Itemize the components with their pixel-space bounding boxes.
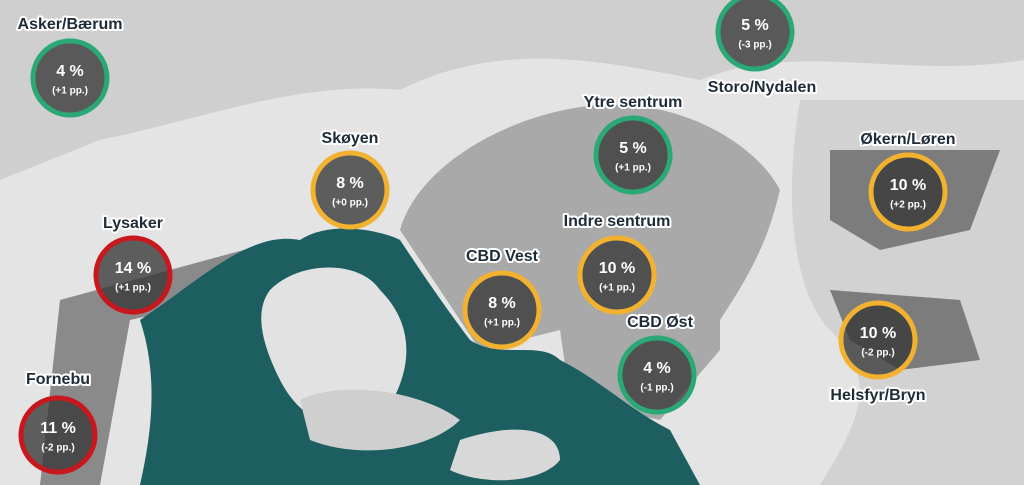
- region-marker: [93, 235, 173, 315]
- region-name: CBD Øst: [627, 314, 693, 331]
- region-value: 5 %: [619, 140, 647, 157]
- island: [450, 429, 560, 481]
- region-marker: [617, 335, 697, 415]
- region-change: (-2 pp.): [861, 348, 894, 359]
- markers: 4 % (+1 pp.) Asker/Bærum 5 % (-3 pp.) Storo/N…: [16, 0, 958, 475]
- region-name: Skøyen: [322, 130, 379, 147]
- island: [300, 389, 460, 451]
- region-change: (+1 pp.): [52, 86, 88, 97]
- region-value: 10 %: [860, 325, 896, 342]
- region-name: Indre sentrum: [564, 213, 671, 230]
- region-name: Asker/Bærum: [18, 16, 123, 33]
- region-marker: [868, 152, 948, 232]
- region-value: 14 %: [115, 260, 151, 277]
- region-value: 11 %: [40, 420, 76, 437]
- region-name: Helsfyr/Bryn: [830, 387, 925, 404]
- region-change: (-1 pp.): [640, 383, 673, 394]
- region-value: 8 %: [488, 295, 516, 312]
- region-marker: [18, 395, 98, 475]
- region-change: (+1 pp.): [615, 163, 651, 174]
- region-marker: [577, 235, 657, 315]
- region-marker: [838, 300, 918, 380]
- region-change: (+1 pp.): [484, 318, 520, 329]
- region-value: 4 %: [643, 360, 671, 377]
- region-name: Ytre sentrum: [584, 94, 683, 111]
- region-change: (+0 pp.): [332, 198, 368, 209]
- region-value: 5 %: [741, 17, 769, 34]
- region-name: CBD Vest: [466, 248, 539, 265]
- region-name: Fornebu: [26, 371, 90, 388]
- region-marker: [30, 38, 110, 118]
- region-name: Lysaker: [103, 215, 163, 232]
- region-change: (-3 pp.): [738, 40, 771, 51]
- region-marker: [310, 150, 390, 230]
- region-change: (+1 pp.): [599, 283, 635, 294]
- region-change: (+1 pp.): [115, 283, 151, 294]
- region-value: 8 %: [336, 175, 364, 192]
- region-marker: [462, 270, 542, 350]
- region-change: (-2 pp.): [41, 443, 74, 454]
- region-marker: [593, 115, 673, 195]
- region-value: 10 %: [599, 260, 635, 277]
- district-area: [40, 240, 280, 485]
- region-name: Storo/Nydalen: [708, 79, 816, 96]
- region-name: Økern/Løren: [860, 131, 955, 148]
- region-change: (+2 pp.): [890, 200, 926, 211]
- region-value: 10 %: [890, 177, 926, 194]
- island: [261, 267, 407, 428]
- region-value: 4 %: [56, 63, 84, 80]
- region-marker: [715, 0, 795, 72]
